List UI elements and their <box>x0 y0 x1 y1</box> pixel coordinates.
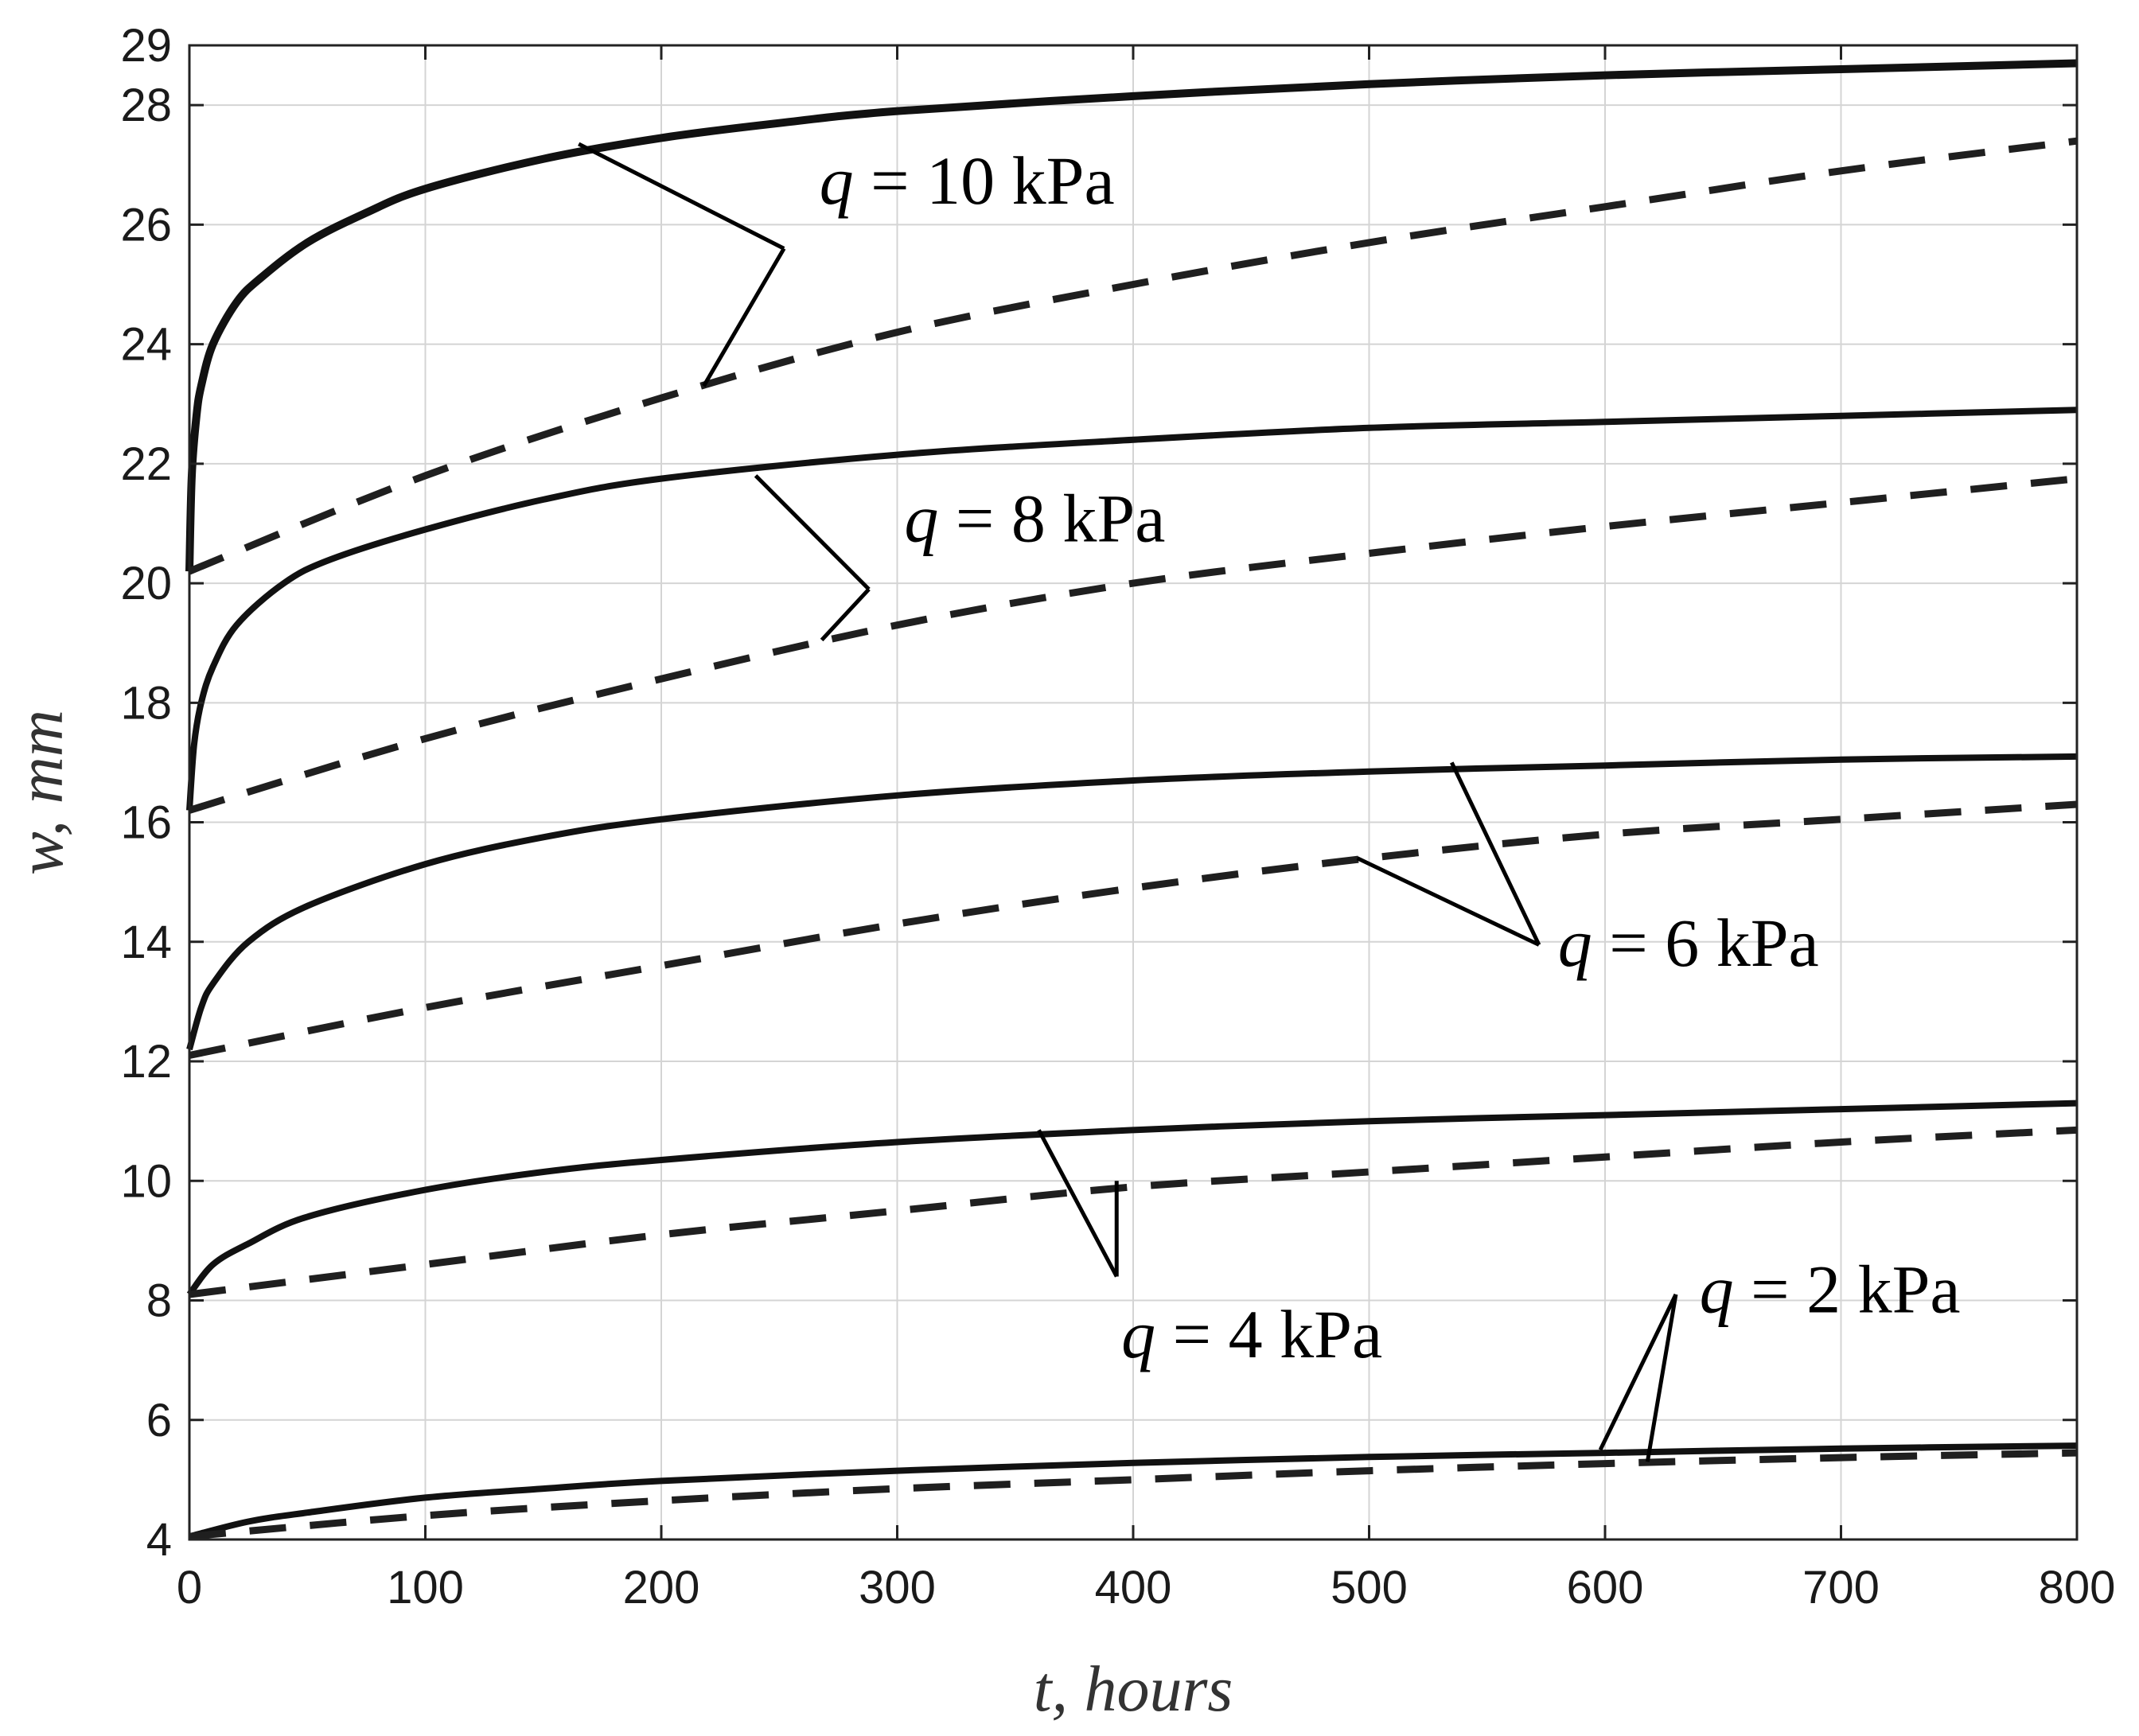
annotation-q-symbol: q <box>1558 905 1592 981</box>
annotation-load-value: = 4 kPa <box>1155 1296 1382 1372</box>
y-tick-label: 26 <box>120 199 172 251</box>
x-tick-label: 500 <box>1331 1562 1408 1613</box>
leader-line-q4 <box>1037 1129 1119 1278</box>
y-tick-label: 16 <box>120 797 172 849</box>
leader-line-q2 <box>1645 1294 1678 1462</box>
series-line-q8-solid <box>186 407 2078 811</box>
leader-line-q2 <box>1598 1293 1678 1451</box>
y-tick-label: 8 <box>146 1275 172 1327</box>
leader-line-q8 <box>754 474 871 591</box>
annotation-q-symbol: q <box>904 480 938 556</box>
y-tick-label: 12 <box>120 1036 172 1088</box>
y-tick-label: 10 <box>120 1155 172 1207</box>
x-tick-label: 100 <box>387 1562 464 1613</box>
annotation-label-q6: q = 6 kPa <box>1558 905 1819 981</box>
x-tick-label: 700 <box>1802 1562 1880 1613</box>
annotation-q-symbol: q <box>1121 1296 1155 1372</box>
y-tick-label: 29 <box>120 20 172 72</box>
annotation-load-value: = 10 kPa <box>854 142 1115 219</box>
x-tick-label: 200 <box>623 1562 700 1613</box>
x-tick-label: 800 <box>2039 1562 2116 1613</box>
x-tick-label: 400 <box>1095 1562 1172 1613</box>
y-tick-label: 28 <box>120 80 172 131</box>
x-tick-label: 600 <box>1567 1562 1644 1613</box>
leader-line-q6 <box>1356 856 1541 947</box>
x-tick-label: 300 <box>859 1562 936 1613</box>
annotation-label-q10: q = 10 kPa <box>820 142 1115 219</box>
series-layer <box>185 59 2078 1540</box>
annotation-load-value: = 6 kPa <box>1592 905 1819 981</box>
y-tick-label: 20 <box>120 558 172 609</box>
series-line-q10-solid <box>185 59 2078 572</box>
series-line-q4-dashed <box>189 1126 2078 1298</box>
annotation-label-q2: q = 2 kPa <box>1700 1251 1961 1328</box>
x-axis-title: t, hours <box>1034 1652 1233 1725</box>
annotation-label-q8: q = 8 kPa <box>904 480 1165 556</box>
leader-line-q8 <box>820 587 871 642</box>
series-line-q2-dashed <box>189 1449 2078 1540</box>
annotation-load-value: = 8 kPa <box>938 480 1165 556</box>
series-line-q6-dashed <box>189 800 2078 1059</box>
annotation-load-value: = 2 kPa <box>1734 1251 1961 1328</box>
series-line-q10-dashed <box>188 137 2078 575</box>
y-tick-label: 24 <box>120 319 172 371</box>
leader-line-q10 <box>702 247 786 387</box>
leader-line-q6 <box>1450 761 1541 946</box>
y-tick-label: 18 <box>120 677 172 729</box>
leader-line-q10 <box>578 142 785 251</box>
annotation-label-q4: q = 4 kPa <box>1121 1296 1382 1372</box>
y-tick-label: 4 <box>146 1514 172 1566</box>
series-line-q8-dashed <box>188 475 2078 814</box>
x-tick-label: 0 <box>177 1562 202 1613</box>
series-line-q4-solid <box>186 1100 2078 1297</box>
y-tick-label: 22 <box>120 438 172 490</box>
annotation-q-symbol: q <box>1700 1251 1734 1328</box>
series-line-q6-solid <box>186 753 2078 1051</box>
y-axis-ticks: 4 6 8 10 12 14 16 18 20 22 24 26 28 29 <box>120 20 2077 1566</box>
annotation-q-symbol: q <box>820 142 854 219</box>
y-axis-title: w, mm <box>4 710 76 875</box>
x-axis-ticks: 0 100 200 300 400 500 600 700 800 <box>177 45 2116 1613</box>
series-line-q2-solid <box>189 1442 2078 1540</box>
y-tick-label: 14 <box>120 917 172 968</box>
y-tick-label: 6 <box>146 1395 172 1446</box>
